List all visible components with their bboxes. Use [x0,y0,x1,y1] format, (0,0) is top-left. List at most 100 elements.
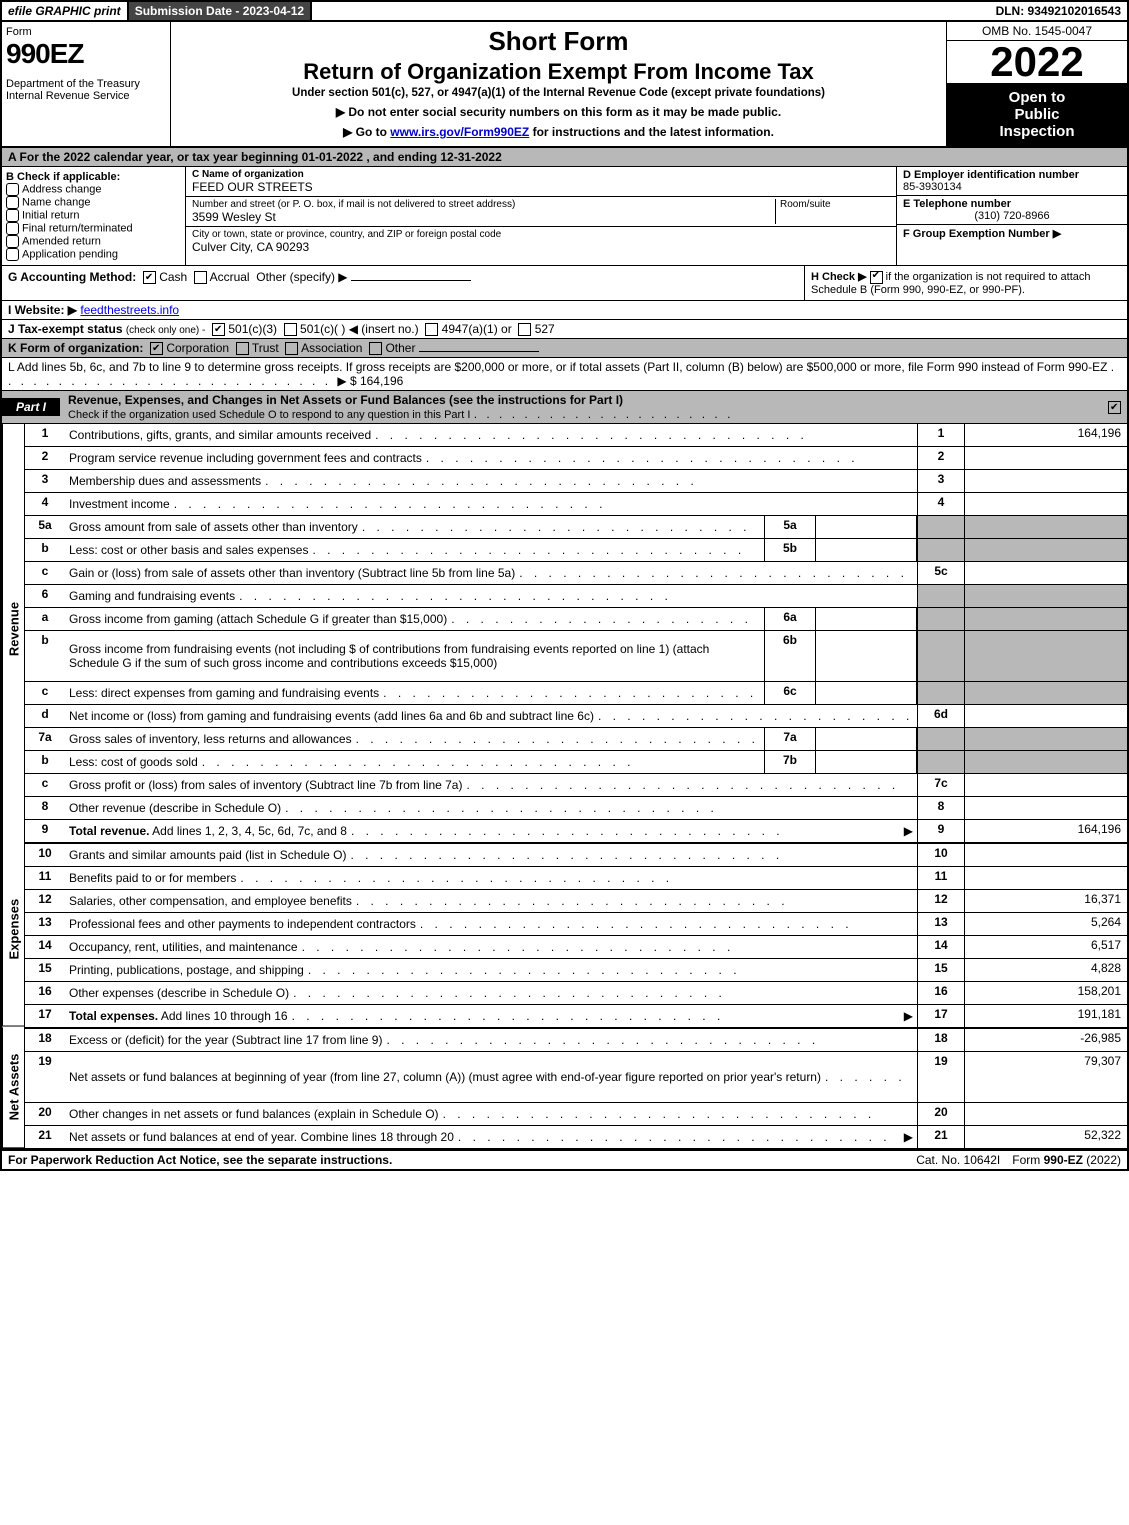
line-number: 12 [25,890,65,912]
cb-other-org[interactable] [369,342,382,355]
cb-501c[interactable] [284,323,297,336]
line-number: 5a [25,516,65,538]
section-f-label: F Group Exemption Number ▶ [903,228,1061,240]
dept-treasury: Department of the Treasury [6,78,166,90]
cb-schedule-o[interactable] [1108,401,1121,414]
cb-name-change[interactable]: Name change [6,196,181,209]
line-number: 7a [25,728,65,750]
website-link[interactable]: feedthestreets.info [80,303,179,317]
form-label: Form [6,26,166,38]
sub-line-value [816,728,917,750]
cb-trust[interactable] [236,342,249,355]
line-amount: -26,985 [964,1029,1127,1051]
line-row: 10Grants and similar amounts paid (list … [25,843,1127,867]
finance-table: Revenue Expenses Net Assets 1Contributio… [0,424,1129,1150]
line-number: 19 [25,1052,65,1102]
line-amount: 5,264 [964,913,1127,935]
irs-link[interactable]: www.irs.gov/Form990EZ [390,125,529,139]
cb-association[interactable] [285,342,298,355]
line-desc: Other changes in net assets or fund bala… [65,1103,917,1125]
cb-cash[interactable] [143,271,156,284]
line-amount: 158,201 [964,982,1127,1004]
line-row: 6Gaming and fundraising events . . . . .… [25,585,1127,608]
other-org-input[interactable] [419,351,539,352]
sub-line-value [816,539,917,561]
line-number: b [25,631,65,681]
cb-initial-return[interactable]: Initial return [6,209,181,222]
line-desc: Membership dues and assessments . . . . … [65,470,917,492]
line-row: 21Net assets or fund balances at end of … [25,1126,1127,1148]
amount-shaded [964,585,1127,607]
line-desc: Less: cost or other basis and sales expe… [65,539,764,561]
cb-schedule-b[interactable] [870,271,883,284]
cb-accrual[interactable] [194,271,207,284]
line-desc: Investment income . . . . . . . . . . . … [65,493,917,515]
side-netassets: Net Assets [2,1027,25,1148]
line-row: cLess: direct expenses from gaming and f… [25,682,1127,705]
part-i-tab: Part I [2,398,60,416]
dln: DLN: 93492102016543 [990,2,1127,20]
line-desc: Gross income from fundraising events (no… [65,631,764,681]
org-name: FEED OUR STREETS [192,180,890,194]
efile-print[interactable]: efile GRAPHIC print [2,2,129,20]
org-city: Culver City, CA 90293 [192,240,890,254]
line-row: dNet income or (loss) from gaming and fu… [25,705,1127,728]
short-form-title: Short Form [179,26,938,57]
sub-line-number: 5a [764,516,816,538]
line-row: 9Total revenue. Add lines 1, 2, 3, 4, 5c… [25,820,1127,843]
section-i: I Website: ▶ feedthestreets.info [0,301,1129,320]
sub-line-number: 6b [764,631,816,681]
irs-label: Internal Revenue Service [6,90,166,102]
cb-corporation[interactable] [150,342,163,355]
city-label: City or town, state or province, country… [192,229,890,240]
line-number: 17 [25,1005,65,1027]
line-desc: Occupancy, rent, utilities, and maintena… [65,936,917,958]
form-subtitle: Under section 501(c), 527, or 4947(a)(1)… [179,87,938,99]
cb-amended-return[interactable]: Amended return [6,235,181,248]
line-number: 10 [25,844,65,866]
other-specify-input[interactable] [351,280,471,281]
cb-application-pending[interactable]: Application pending [6,248,181,261]
cb-4947[interactable] [425,323,438,336]
cb-address-change[interactable]: Address change [6,183,181,196]
part-i-header: Part I Revenue, Expenses, and Changes in… [0,391,1129,424]
line-col-shaded [917,539,964,561]
line-row: 4Investment income . . . . . . . . . . .… [25,493,1127,516]
cb-527[interactable] [518,323,531,336]
line-desc: Gross profit or (loss) from sales of inv… [65,774,917,796]
line-desc: Benefits paid to or for members . . . . … [65,867,917,889]
line-row: 8Other revenue (describe in Schedule O) … [25,797,1127,820]
line-desc: Program service revenue including govern… [65,447,917,469]
line-amount: 16,371 [964,890,1127,912]
section-h-label: H Check ▶ [811,271,867,283]
line-desc: Gross sales of inventory, less returns a… [65,728,764,750]
page-footer: For Paperwork Reduction Act Notice, see … [0,1150,1129,1171]
line-number: c [25,774,65,796]
line-row: 13Professional fees and other payments t… [25,913,1127,936]
blackbox-line1: Open to [951,89,1123,106]
line-amount [964,562,1127,584]
line-row: 20Other changes in net assets or fund ba… [25,1103,1127,1126]
instruction-1: ▶ Do not enter social security numbers o… [179,105,938,119]
line-number: 4 [25,493,65,515]
line-number: c [25,682,65,704]
footer-paperwork: For Paperwork Reduction Act Notice, see … [2,1151,910,1169]
arrow-icon: ▶ [904,824,913,838]
tax-year: 2022 [947,41,1127,83]
section-d-label: D Employer identification number [903,169,1079,181]
line-number: b [25,539,65,561]
line-desc: Other expenses (describe in Schedule O) … [65,982,917,1004]
addr-label: Number and street (or P. O. box, if mail… [192,199,775,210]
line-col-shaded [917,751,964,773]
section-b-title: B Check if applicable: [6,171,181,183]
line-amount [964,493,1127,515]
amount-shaded [964,631,1127,681]
amount-shaded [964,516,1127,538]
cb-501c3[interactable] [212,323,225,336]
form-title: Return of Organization Exempt From Incom… [179,59,938,85]
line-desc: Less: direct expenses from gaming and fu… [65,682,764,704]
line-col: 13 [917,913,964,935]
header-center: Short Form Return of Organization Exempt… [171,22,946,146]
section-i-label: I Website: ▶ [8,303,77,317]
cb-final-return[interactable]: Final return/terminated [6,222,181,235]
